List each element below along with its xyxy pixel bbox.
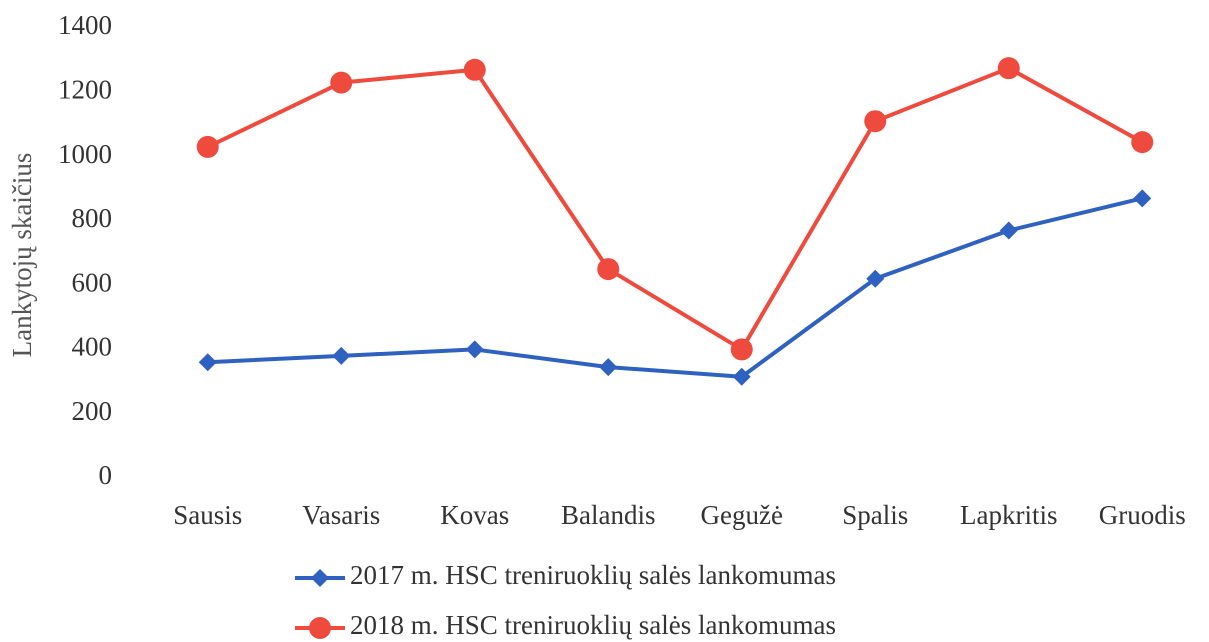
data-point: [465, 340, 484, 359]
data-point: [463, 58, 486, 81]
data-point: [1131, 131, 1154, 154]
data-point: [196, 135, 219, 158]
data-point: [599, 358, 618, 377]
data-point: [866, 269, 885, 288]
data-point: [597, 258, 620, 281]
y-tick-label: 800: [72, 203, 113, 233]
x-tick-label: Lapkritis: [960, 500, 1057, 530]
series-line: [207, 196, 1143, 379]
y-tick-label: 400: [72, 332, 113, 362]
legend-marker: [309, 617, 331, 639]
x-tick-label: Kovas: [440, 500, 509, 530]
y-tick-label: 200: [72, 396, 113, 426]
x-tick-label: Spalis: [842, 500, 908, 530]
x-tick-label: Gruodis: [1099, 500, 1186, 530]
y-tick-label: 0: [99, 460, 113, 490]
data-point: [330, 71, 353, 94]
y-tick-label: 1400: [58, 10, 112, 40]
series-line: [206, 66, 1144, 352]
y-tick-label: 1200: [58, 74, 112, 104]
legend-label: 2017 m. HSC treniruoklių salės lankomuma…: [350, 560, 836, 590]
data-point: [997, 57, 1020, 80]
data-point: [999, 221, 1018, 240]
data-point: [730, 338, 753, 361]
x-tick-label: Vasaris: [302, 500, 380, 530]
legend-label: 2018 m. HSC treniruoklių salės lankomuma…: [350, 610, 836, 640]
data-point: [198, 353, 217, 372]
x-tick-label: Balandis: [561, 500, 656, 530]
y-tick-label: 1000: [58, 139, 112, 169]
data-point: [864, 110, 887, 133]
y-axis-title: Lankytojų skaičius: [7, 153, 37, 358]
x-tick-label: Sausis: [173, 500, 242, 530]
data-point: [1133, 189, 1152, 208]
data-point: [732, 367, 751, 386]
y-tick-label: 600: [72, 267, 113, 297]
data-point: [332, 346, 351, 365]
legend-marker: [311, 569, 329, 587]
x-tick-label: Gegužė: [701, 500, 783, 530]
